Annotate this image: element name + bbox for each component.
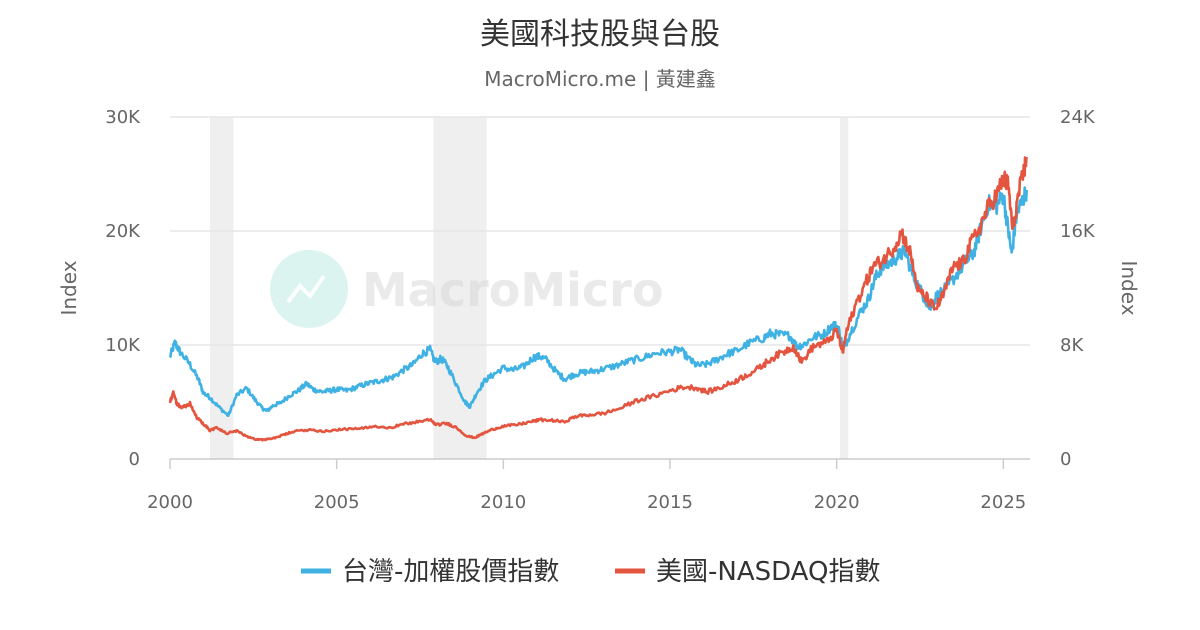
chart-subtitle: MacroMicro.me | 黃建鑫	[484, 67, 716, 91]
y-left-tick-label: 0	[129, 449, 140, 470]
y-axis-left-ticks: 0 10K 20K 30K	[105, 107, 141, 470]
gridlines	[170, 116, 1030, 346]
y-right-tick-label: 0	[1060, 449, 1071, 470]
chart-title: 美國科技股與台股	[480, 17, 720, 52]
recession-bands	[210, 117, 849, 459]
recession-band-2	[840, 117, 849, 459]
series-line-0	[168, 186, 1028, 418]
x-tick-label: 2005	[314, 492, 360, 513]
y-axis-left-title: Index	[57, 260, 81, 315]
watermark-chart-icon	[286, 274, 326, 304]
x-tick-label: 2015	[647, 492, 693, 513]
y-left-tick-label: 20K	[105, 221, 141, 242]
series-line-1	[168, 156, 1028, 442]
y-axis-right-title: Index	[1117, 260, 1141, 315]
y-right-tick-label: 16K	[1060, 221, 1096, 242]
x-tick-label: 2025	[980, 492, 1026, 513]
watermark-logo-icon	[270, 250, 348, 328]
watermark-text: MacroMicro	[362, 263, 663, 317]
series-lines	[168, 156, 1028, 442]
y-right-tick-label: 24K	[1060, 107, 1096, 128]
y-right-tick-label: 8K	[1060, 335, 1084, 356]
recession-band-0	[210, 117, 234, 459]
y-left-tick-label: 10K	[105, 335, 141, 356]
x-tick-label: 2000	[147, 492, 193, 513]
watermark: MacroMicro	[270, 250, 663, 328]
x-tick-label: 2010	[480, 492, 526, 513]
legend-label: 美國-NASDAQ指數	[656, 557, 880, 587]
recession-band-1	[433, 117, 487, 459]
y-axis-right-ticks: 0 8K 16K 24K	[1060, 107, 1096, 470]
legend-label: 台灣-加權股價指數	[342, 557, 559, 587]
legend: 台灣-加權股價指數 美國-NASDAQ指數	[301, 557, 880, 587]
x-axis-ticks: 2000 2005 2010 2015 2020 2025	[147, 459, 1026, 513]
x-tick-label: 2020	[814, 492, 860, 513]
y-left-tick-label: 30K	[105, 107, 141, 128]
